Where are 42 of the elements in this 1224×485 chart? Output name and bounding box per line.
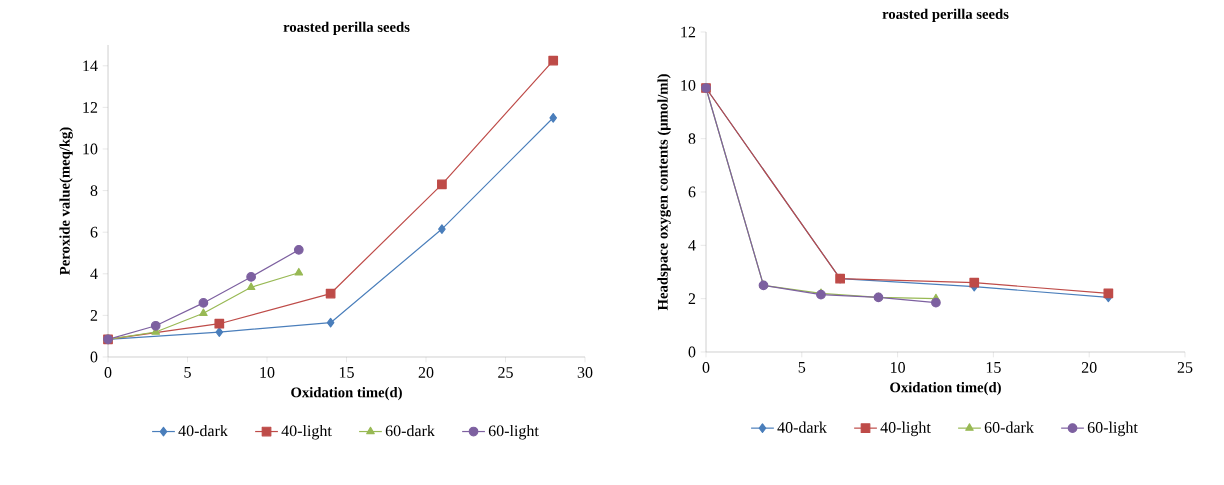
x-tick-label: 0 bbox=[702, 362, 710, 373]
y-tick-label: 10 bbox=[681, 79, 696, 91]
y-tick-label: 6 bbox=[688, 186, 696, 198]
y-tick-label: 2 bbox=[688, 293, 696, 304]
y-axis-title: Peroxide value(meq/kg) bbox=[59, 127, 73, 275]
y-tick-label: 0 bbox=[688, 346, 696, 358]
x-axis-title: Oxidation time(d) bbox=[291, 387, 402, 401]
chart-title: roasted perilla seeds bbox=[882, 8, 1009, 22]
x-tick-label: 15 bbox=[339, 367, 354, 378]
legend-label: 40-dark bbox=[178, 424, 228, 437]
legend-label: 40-light bbox=[880, 421, 931, 437]
y-tick-label: 8 bbox=[688, 133, 696, 145]
y-tick-label: 10 bbox=[83, 143, 98, 155]
x-tick-label: 30 bbox=[577, 367, 593, 378]
x-tick-label: 10 bbox=[260, 367, 275, 378]
x-tick-label: 20 bbox=[1081, 362, 1097, 373]
x-tick-label: 20 bbox=[418, 367, 434, 378]
legend-label: 60-light bbox=[1087, 421, 1138, 437]
x-axis-title: Oxidation time(d) bbox=[890, 382, 1001, 396]
legend-label: 60-light bbox=[488, 424, 539, 440]
x-tick-label: 15 bbox=[986, 362, 1001, 373]
y-tick-label: 2 bbox=[90, 310, 98, 321]
y-tick-label: 12 bbox=[681, 26, 696, 38]
x-tick-label: 25 bbox=[498, 367, 513, 378]
y-tick-label: 8 bbox=[90, 185, 98, 196]
y-tick-label: 12 bbox=[83, 102, 98, 113]
y-tick-label: 6 bbox=[90, 226, 98, 238]
x-tick-label: 5 bbox=[798, 362, 806, 373]
legend-label: 40-dark bbox=[777, 421, 827, 433]
legend-label: 60-dark bbox=[984, 421, 1034, 433]
y-axis-title: Headspace oxygen contents (μmol/ml) bbox=[657, 74, 671, 311]
y-tick-label: 4 bbox=[90, 268, 98, 280]
legend-label: 40-light bbox=[281, 424, 332, 440]
x-tick-label: 25 bbox=[1177, 362, 1193, 373]
y-tick-label: 0 bbox=[90, 351, 98, 363]
y-tick-label: 4 bbox=[688, 240, 696, 251]
x-tick-label: 5 bbox=[184, 367, 191, 378]
legend-label: 60-dark bbox=[385, 424, 435, 437]
chart-title: roasted perilla seeds bbox=[283, 21, 410, 35]
x-tick-label: 10 bbox=[891, 362, 905, 373]
x-tick-label: 0 bbox=[104, 367, 112, 378]
y-tick-label: 14 bbox=[83, 60, 98, 72]
